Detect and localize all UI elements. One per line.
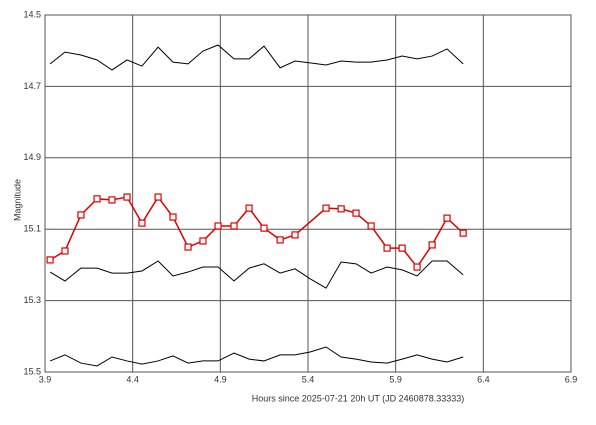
data-point xyxy=(459,229,467,237)
data-point xyxy=(230,222,238,230)
data-point xyxy=(337,205,345,213)
data-point xyxy=(77,211,85,219)
x-tick-label: 5.4 xyxy=(302,374,315,384)
x-tick-label: 6.4 xyxy=(477,374,490,384)
data-point xyxy=(138,219,146,227)
data-point xyxy=(169,213,177,221)
data-point xyxy=(154,193,162,201)
x-tick-label: 4.4 xyxy=(126,374,139,384)
data-point xyxy=(214,222,222,230)
y-tick-label: 15.1 xyxy=(23,224,41,234)
y-tick-label: 14.5 xyxy=(23,9,41,19)
data-point xyxy=(428,241,436,249)
data-point xyxy=(108,196,116,204)
data-point xyxy=(46,256,54,264)
data-point xyxy=(352,209,360,217)
data-point xyxy=(61,247,69,255)
y-axis-label: Magnitude xyxy=(12,179,22,221)
series-line xyxy=(49,346,464,367)
x-tick-label: 4.9 xyxy=(214,374,227,384)
data-point xyxy=(276,236,284,244)
y-tick-label: 15.3 xyxy=(23,295,41,305)
data-point xyxy=(184,243,192,251)
data-point xyxy=(245,204,253,212)
data-point xyxy=(322,204,330,212)
data-point xyxy=(260,224,268,232)
data-point xyxy=(443,214,451,222)
y-tick-label: 15.5 xyxy=(23,366,41,376)
data-point xyxy=(383,244,391,252)
series-line xyxy=(49,44,464,71)
series-line xyxy=(49,260,464,289)
x-axis-label: Hours since 2025-07-21 20h UT (JD 246087… xyxy=(252,393,464,403)
data-point xyxy=(413,263,421,271)
data-point xyxy=(398,244,406,252)
x-tick-label: 5.9 xyxy=(389,374,402,384)
y-tick-label: 14.7 xyxy=(23,81,41,91)
x-tick-label: 3.9 xyxy=(39,374,52,384)
data-point xyxy=(123,193,131,201)
data-point xyxy=(367,222,375,230)
x-tick-label: 6.9 xyxy=(565,374,578,384)
data-point xyxy=(199,237,207,245)
y-tick-label: 14.9 xyxy=(23,152,41,162)
data-point xyxy=(291,231,299,239)
data-point xyxy=(93,195,101,203)
